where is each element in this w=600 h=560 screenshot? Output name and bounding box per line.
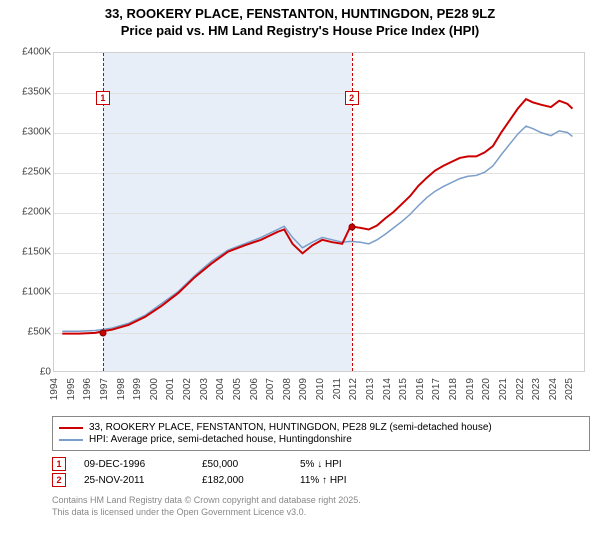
chart: £0 £50K £100K £150K £200K £250K £300K £350K £400… (5, 42, 595, 412)
y-axis-label: £300K (5, 127, 51, 138)
legend-swatch (59, 439, 83, 441)
legend-label: HPI: Average price, semi-detached house,… (89, 434, 352, 445)
sale-date: 25-NOV-2011 (84, 475, 184, 486)
sales-table: 1 09-DEC-1996 £50,000 5% ↓ HPI 2 25-NOV-2011 £… (52, 457, 590, 487)
x-axis-label: 2025 (564, 378, 600, 400)
plot-area: 12 (53, 52, 585, 372)
legend-row: HPI: Average price, semi-detached house,… (59, 434, 583, 445)
sale-price: £182,000 (202, 475, 282, 486)
y-axis-label: £50K (5, 327, 51, 338)
series-price_paid (62, 99, 572, 334)
sale-date: 09-DEC-1996 (84, 459, 184, 470)
legend-row: 33, ROOKERY PLACE, FENSTANTON, HUNTINGDO… (59, 422, 583, 433)
marker-dot-1 (99, 330, 106, 337)
sale-delta: 11% ↑ HPI (300, 475, 420, 486)
y-axis-label: £150K (5, 247, 51, 258)
y-axis-label: £350K (5, 87, 51, 98)
marker-dot-2 (348, 224, 355, 231)
credit-line2: This data is licensed under the Open Gov… (52, 507, 590, 519)
y-axis-label: £100K (5, 287, 51, 298)
sale-marker-1: 1 (52, 457, 66, 471)
marker-box-1: 1 (96, 91, 110, 105)
credit-line1: Contains HM Land Registry data © Crown c… (52, 495, 590, 507)
chart-title-block: 33, ROOKERY PLACE, FENSTANTON, HUNTINGDO… (0, 0, 600, 40)
y-axis-label: £200K (5, 207, 51, 218)
line-series (54, 53, 584, 371)
marker-box-2: 2 (345, 91, 359, 105)
y-axis-label: £250K (5, 167, 51, 178)
sale-row: 2 25-NOV-2011 £182,000 11% ↑ HPI (52, 473, 590, 487)
sale-row: 1 09-DEC-1996 £50,000 5% ↓ HPI (52, 457, 590, 471)
sale-price: £50,000 (202, 459, 282, 470)
y-axis-label: £0 (5, 367, 51, 378)
y-axis-label: £400K (5, 47, 51, 58)
sale-marker-2: 2 (52, 473, 66, 487)
legend-label: 33, ROOKERY PLACE, FENSTANTON, HUNTINGDO… (89, 422, 492, 433)
legend: 33, ROOKERY PLACE, FENSTANTON, HUNTINGDO… (52, 416, 590, 451)
legend-swatch (59, 427, 83, 429)
series-hpi (62, 126, 572, 331)
sale-delta: 5% ↓ HPI (300, 459, 420, 470)
credit: Contains HM Land Registry data © Crown c… (52, 495, 590, 518)
title-address: 33, ROOKERY PLACE, FENSTANTON, HUNTINGDO… (10, 6, 590, 21)
title-subtitle: Price paid vs. HM Land Registry's House … (10, 23, 590, 38)
